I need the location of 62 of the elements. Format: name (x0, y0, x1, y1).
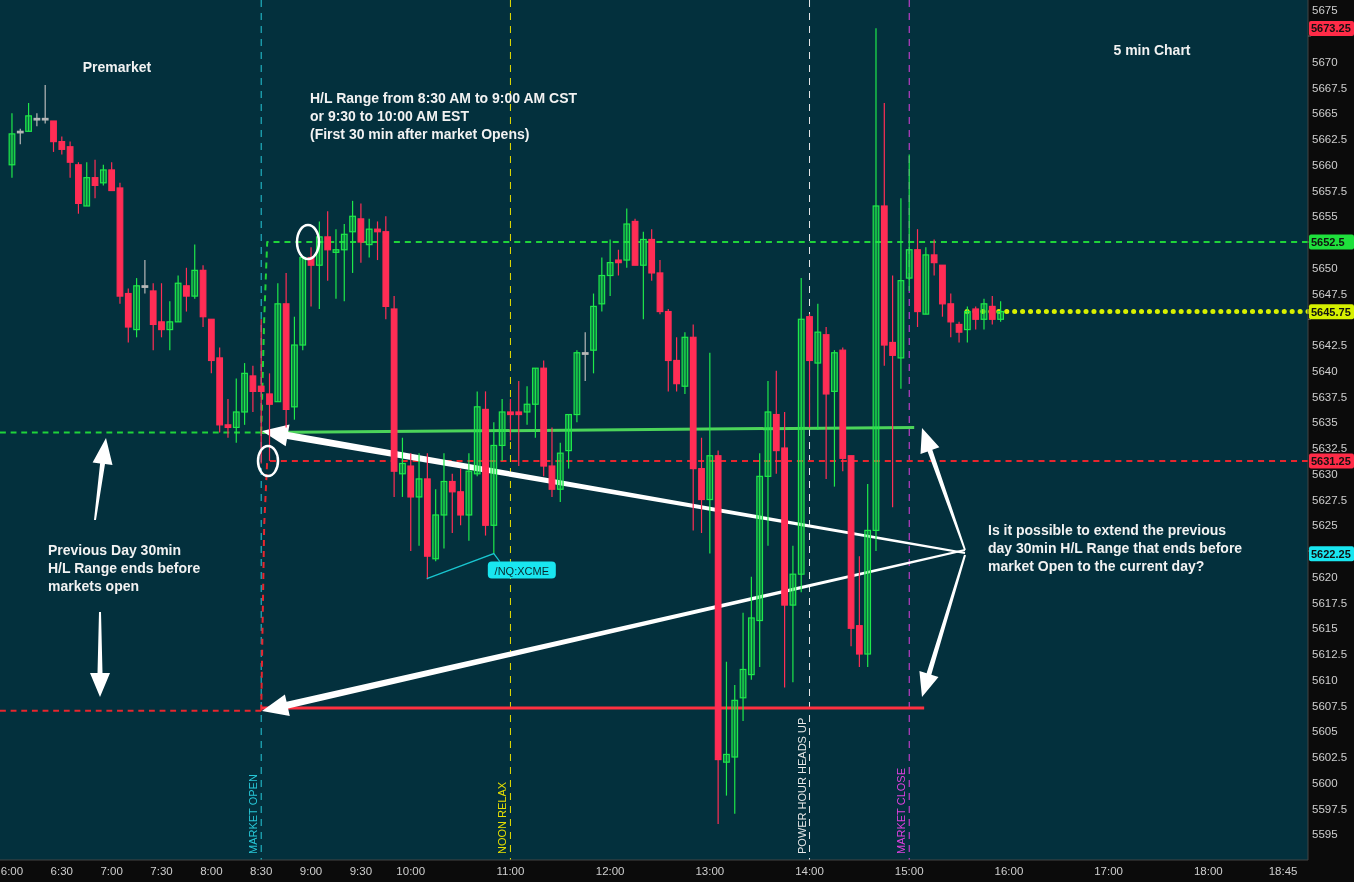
text: 5622.25 (1311, 547, 1351, 560)
ref-line-label: MARKET OPEN (247, 774, 260, 854)
x-tick-label: 6:30 (50, 865, 74, 877)
x-tick-label: 9:30 (349, 865, 373, 877)
annotation: Is it possible to extend the previous day 30min H/L Range that ends before market Open to the current day? (988, 522, 1243, 574)
y-tick-label: 5602.5 (1312, 751, 1348, 764)
y-tick-label: 5597.5 (1312, 802, 1348, 815)
x-tick-label: 17:00 (1094, 865, 1123, 877)
x-tick-label: 8:00 (200, 865, 223, 877)
x-tick-label: 12:00 (595, 865, 625, 877)
y-tick-label: 5605 (1312, 725, 1338, 738)
x-tick-label: 13:00 (695, 865, 725, 877)
y-tick-label: 5627.5 (1312, 493, 1348, 506)
x-tick-label: 16:00 (994, 865, 1024, 877)
y-tick-label: 5635 (1312, 416, 1338, 429)
x-tick-label: 6:00 (0, 865, 24, 877)
annotation: /NQ:XCME (494, 564, 550, 577)
y-tick-label: 5607.5 (1312, 699, 1348, 712)
text: 5673.25 (1311, 22, 1351, 35)
annotation: Premarket (82, 59, 152, 75)
y-tick-label: 5660 (1312, 158, 1338, 171)
y-tick-label: 5675 (1312, 4, 1338, 17)
y-tick-label: 5632.5 (1312, 442, 1348, 455)
x-tick-label: 11:00 (496, 865, 525, 877)
x-tick-label: 14:00 (795, 865, 824, 877)
y-tick-label: 5650 (1312, 261, 1338, 274)
x-tick-label: 18:00 (1193, 865, 1223, 877)
y-tick-label: 5647.5 (1312, 287, 1348, 300)
x-tick-label: 15:00 (894, 865, 924, 877)
x-tick-label: 18:45 (1268, 865, 1298, 877)
y-tick-label: 5615 (1312, 622, 1338, 635)
y-tick-label: 5657.5 (1312, 184, 1348, 197)
y-tick-label: 5625 (1312, 519, 1338, 532)
ref-line-label: POWER HOUR HEADS UP (795, 717, 808, 854)
x-tick-label: 10:00 (396, 865, 426, 877)
y-tick-label: 5617.5 (1312, 596, 1348, 609)
y-tick-label: 5655 (1312, 210, 1338, 223)
x-tick-label: 7:30 (150, 865, 173, 877)
x-tick-label: 9:00 (299, 865, 323, 877)
text: 5631.25 (1311, 455, 1351, 468)
y-tick-label: 5630 (1312, 467, 1338, 480)
annotation: 5 min Chart (1113, 42, 1191, 58)
annotation: H/L Range from 8:30 AM to 9:00 AM CST or 9:30 to 10:00 AM EST (First 30 min after market Opens) (310, 90, 578, 142)
ref-line-label: MARKET CLOSE (895, 768, 908, 854)
y-tick-label: 5642.5 (1312, 339, 1348, 352)
y-tick-label: 5610 (1312, 673, 1338, 686)
y-tick-label: 5665 (1312, 107, 1338, 120)
x-tick-label: 8:30 (250, 865, 273, 877)
text: 5652.5 (1311, 236, 1345, 248)
y-tick-label: 5640 (1312, 364, 1338, 377)
y-tick-label: 5595 (1312, 828, 1338, 841)
x-tick-label: 7:00 (100, 865, 123, 877)
y-tick-label: 5670 (1312, 55, 1338, 68)
text: 5645.75 (1311, 305, 1351, 318)
y-tick-label: 5612.5 (1312, 648, 1348, 661)
ref-line-label: NOON RELAX (496, 781, 509, 854)
y-tick-label: 5662.5 (1312, 133, 1348, 146)
y-tick-label: 5600 (1312, 776, 1338, 789)
y-tick-label: 5637.5 (1312, 390, 1348, 403)
annotation: Previous Day 30min H/L Range ends before markets open (48, 542, 201, 594)
y-tick-label: 5620 (1312, 570, 1338, 583)
y-tick-label: 5667.5 (1312, 81, 1348, 94)
